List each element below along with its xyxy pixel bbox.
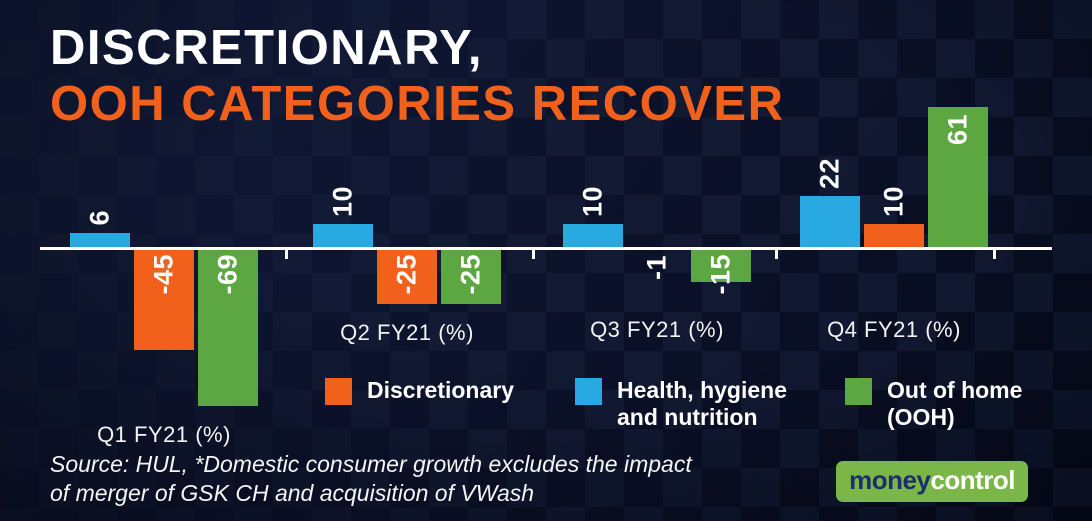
legend-label: Health, hygiene and nutrition bbox=[617, 377, 787, 431]
axis-tick bbox=[285, 250, 288, 259]
chart-zero-axis bbox=[40, 247, 1052, 250]
bar: -45 bbox=[134, 247, 194, 350]
bar: -25 bbox=[377, 247, 437, 304]
legend-label: Out of home (OOH) bbox=[887, 377, 1023, 431]
bar-value-label: -25 bbox=[455, 254, 486, 295]
bar-value-label: 61 bbox=[942, 114, 973, 146]
title-line-1: DISCRETIONARY, bbox=[50, 21, 484, 75]
chart-legend: Discretionary Health, hygiene and nutriti… bbox=[0, 377, 1092, 447]
bar-value-label: 22 bbox=[814, 157, 845, 189]
legend-item: Health, hygiene and nutrition bbox=[575, 377, 787, 431]
bar: 6 bbox=[70, 210, 130, 247]
bar: 10 bbox=[313, 186, 373, 247]
legend-item: Out of home (OOH) bbox=[845, 377, 1022, 431]
bar-value-label: 6 bbox=[84, 210, 115, 226]
bar-value-label: -45 bbox=[148, 254, 179, 295]
bar-value-label: -25 bbox=[391, 254, 422, 295]
category-label: Q4 FY21 (%) bbox=[827, 317, 961, 342]
bar-value-label: 10 bbox=[327, 185, 358, 217]
category-label: Q3 FY21 (%) bbox=[590, 317, 724, 342]
bar-value-label: -69 bbox=[212, 254, 243, 295]
axis-tick bbox=[775, 250, 778, 259]
legend-item: Discretionary bbox=[325, 377, 514, 405]
legend-label: Discretionary bbox=[367, 377, 515, 403]
axis-tick bbox=[993, 250, 996, 259]
bar: -15 bbox=[691, 247, 751, 295]
bar: 61 bbox=[928, 107, 988, 247]
title-line-2: OOH CATEGORIES RECOVER bbox=[50, 77, 785, 131]
bar-value-label: -15 bbox=[705, 254, 736, 295]
bar-value-label: 10 bbox=[577, 185, 608, 217]
logo-text-money: money bbox=[849, 465, 931, 495]
source-note: Source: HUL, *Domestic consumer growth e… bbox=[50, 451, 692, 507]
logo-text-control: control bbox=[930, 465, 1015, 495]
category-label: Q2 FY21 (%) bbox=[340, 320, 474, 345]
legend-swatch bbox=[575, 378, 602, 405]
legend-swatch bbox=[845, 378, 872, 405]
bar: -25 bbox=[441, 247, 501, 304]
page-title: DISCRETIONARY, OOH CATEGORIES RECOVER bbox=[50, 20, 785, 132]
bar-value-label: 10 bbox=[878, 185, 909, 217]
bar: 10 bbox=[563, 186, 623, 247]
moneycontrol-logo: moneycontrol bbox=[836, 461, 1028, 502]
bar: 10 bbox=[864, 186, 924, 247]
axis-tick bbox=[532, 250, 535, 259]
legend-swatch bbox=[325, 378, 352, 405]
bar-value-label: -1 bbox=[641, 255, 672, 281]
bar: 22 bbox=[800, 158, 860, 247]
